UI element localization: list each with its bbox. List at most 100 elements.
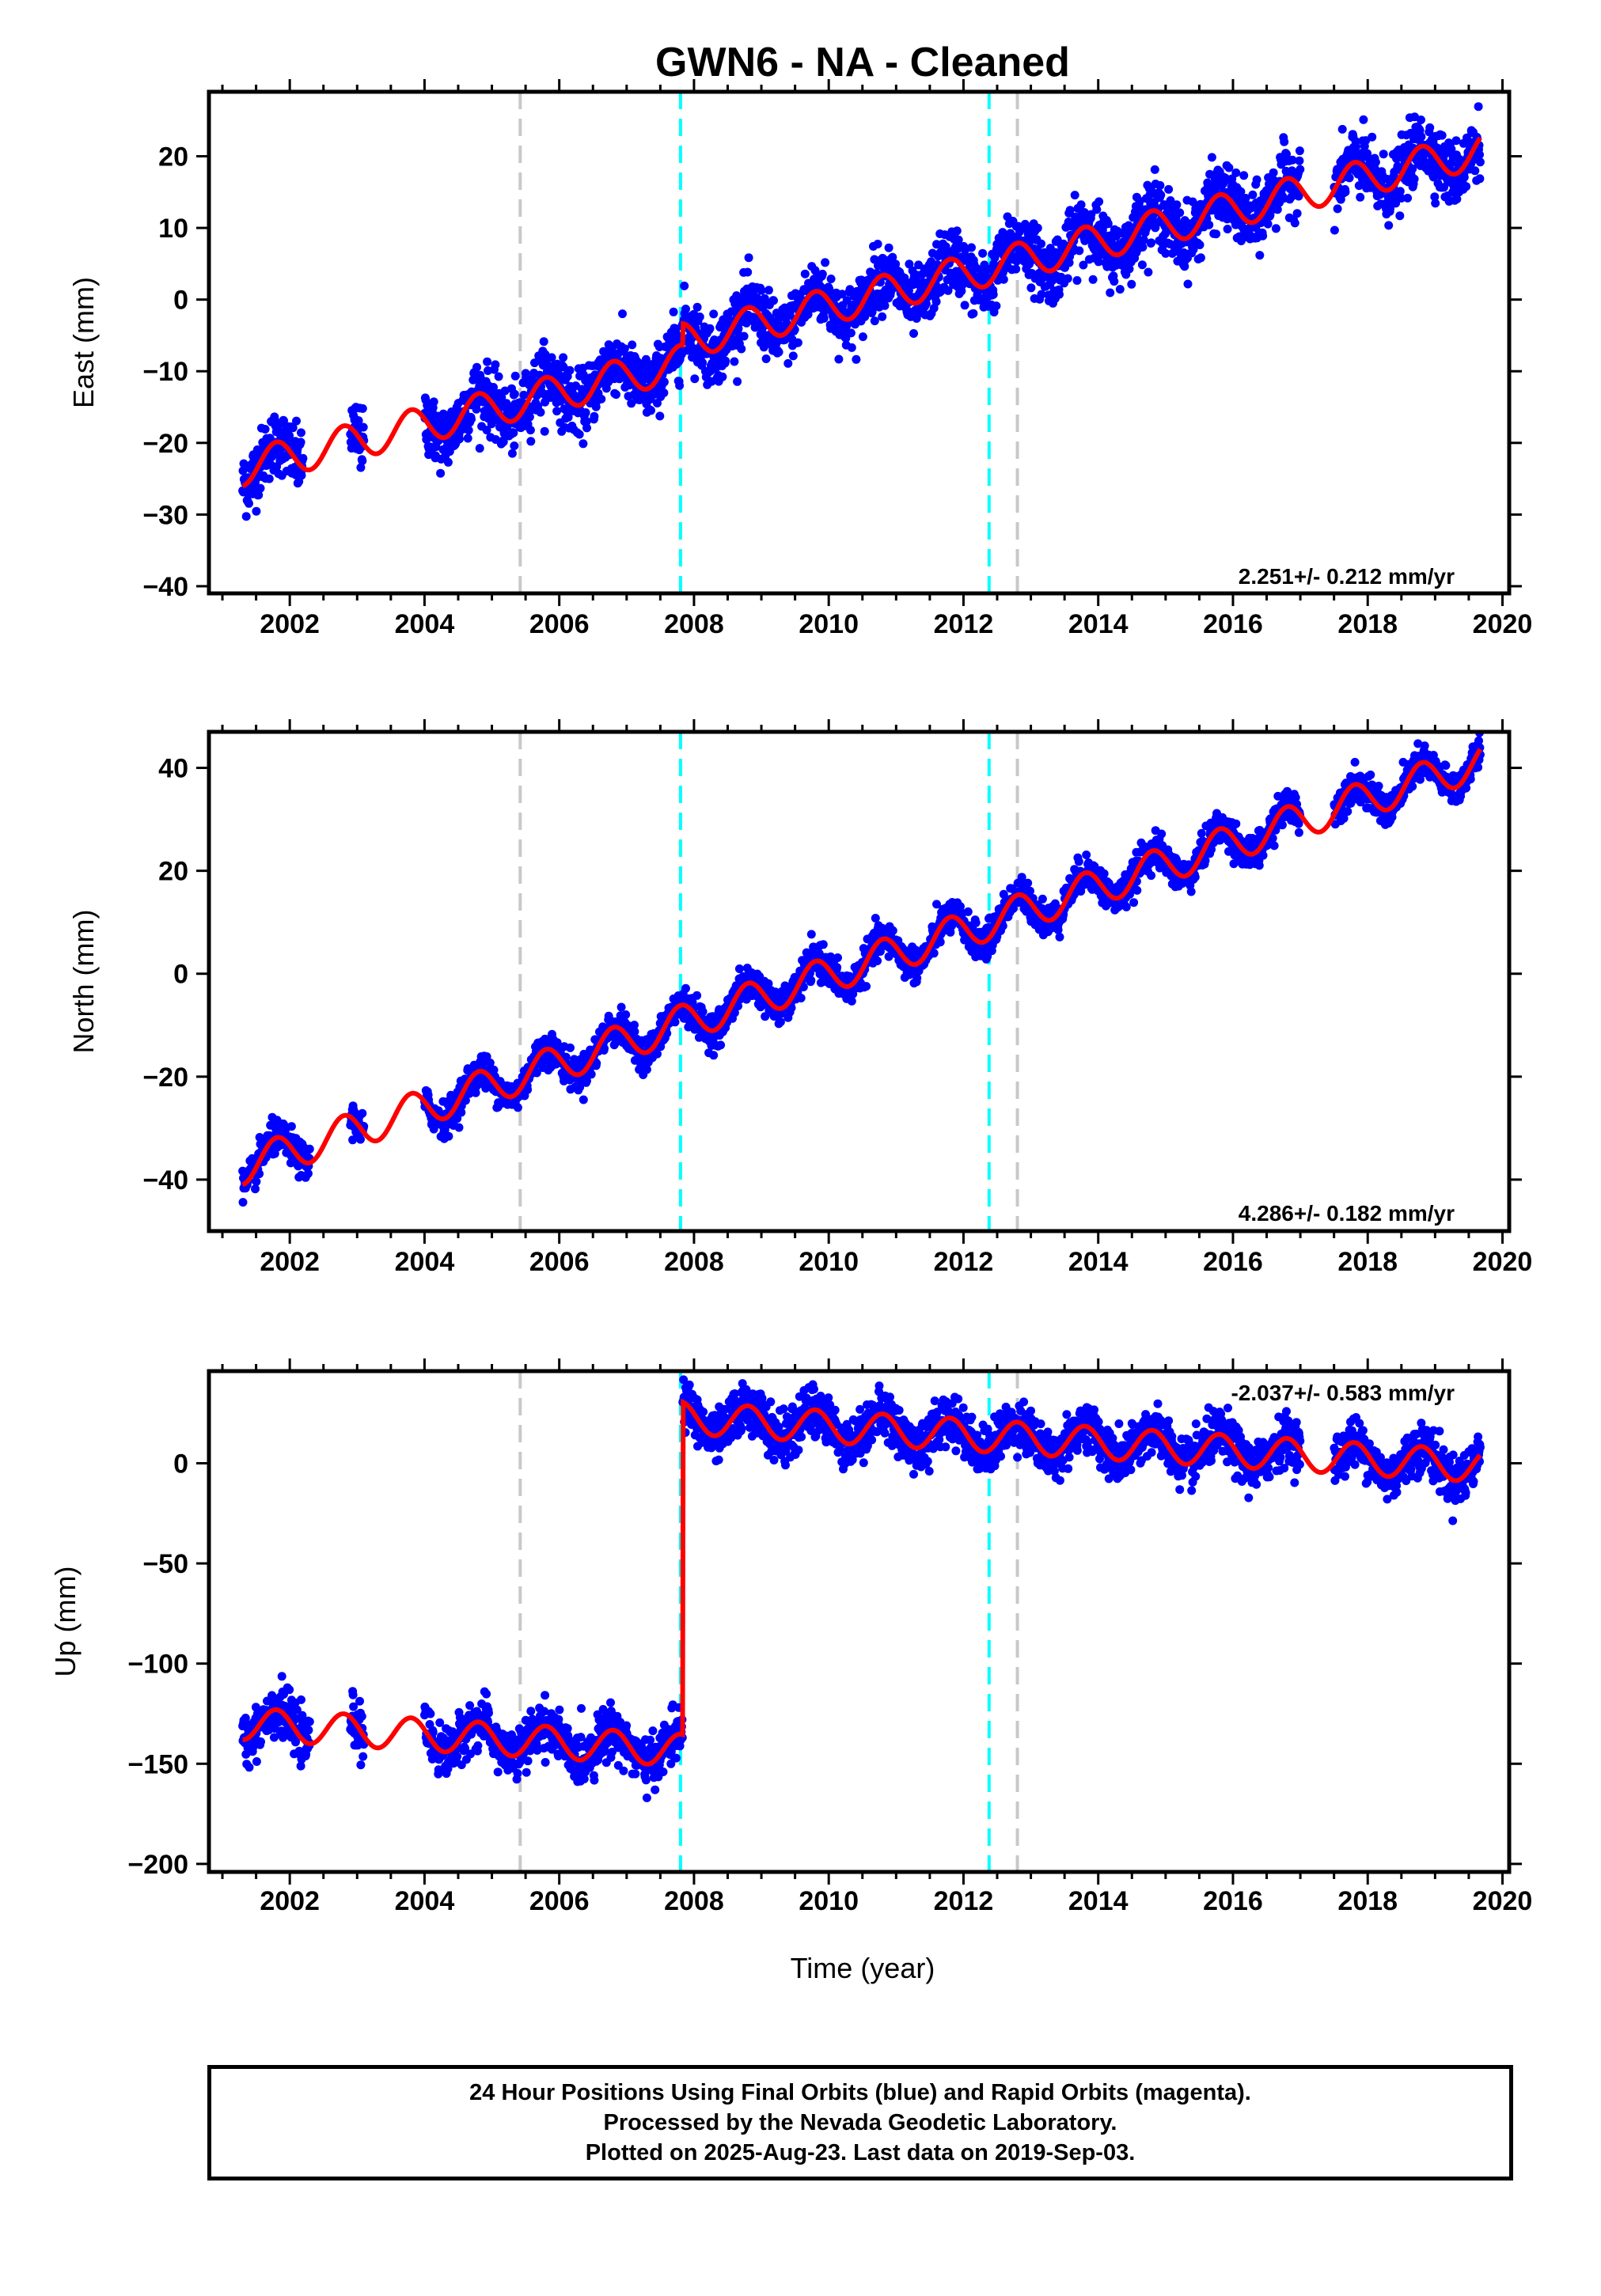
data-point <box>630 1021 639 1030</box>
data-point <box>904 286 913 295</box>
data-point <box>464 426 473 435</box>
data-point <box>963 907 973 916</box>
data-point <box>552 407 562 416</box>
data-point <box>761 354 771 363</box>
data-point <box>846 328 856 338</box>
x-tick-label: 2012 <box>934 609 994 639</box>
data-point <box>285 431 294 441</box>
data-point <box>847 996 856 1006</box>
data-point <box>455 434 464 444</box>
data-point <box>730 1008 739 1017</box>
data-point <box>582 417 591 426</box>
data-point <box>744 253 753 263</box>
data-point <box>1397 194 1406 203</box>
data-point <box>1333 204 1342 214</box>
data-point <box>787 1003 796 1013</box>
data-point <box>1248 190 1258 199</box>
data-point <box>500 386 510 396</box>
data-point <box>1223 225 1232 233</box>
data-point <box>788 351 798 361</box>
data-point <box>757 286 766 295</box>
x-tick-label: 2016 <box>1203 609 1263 639</box>
data-point <box>1361 136 1371 146</box>
data-point <box>566 1043 575 1052</box>
data-point <box>774 347 783 357</box>
data-point <box>769 296 778 305</box>
plot-frame <box>207 89 1512 596</box>
data-point <box>921 299 931 309</box>
data-point <box>695 313 704 321</box>
data-point <box>1241 194 1250 203</box>
data-point <box>1341 188 1350 197</box>
data-point <box>1379 150 1388 159</box>
data-point <box>1189 244 1198 254</box>
data-point <box>909 329 918 338</box>
data-point <box>796 994 806 1002</box>
data-point <box>1431 199 1440 208</box>
data-point <box>1430 192 1440 202</box>
data-point <box>616 1002 626 1012</box>
data-point <box>888 926 897 935</box>
data-point <box>776 1017 785 1027</box>
data-point <box>1017 873 1026 882</box>
data-point <box>1255 251 1265 260</box>
data-point <box>653 1049 662 1059</box>
y-tick-label: 20 <box>158 142 188 172</box>
data-point <box>1345 173 1354 183</box>
data-point <box>826 275 836 283</box>
data-point <box>670 1017 680 1027</box>
data-point <box>1088 275 1098 284</box>
data-point <box>1403 193 1413 203</box>
east-panel: 2002 2004 2006 2008 2010 2012 2014 2016 2018 2020… <box>67 79 1532 639</box>
data-point <box>734 324 743 333</box>
data-point <box>764 979 773 988</box>
data-point <box>967 243 976 252</box>
model-fit-line <box>241 136 1482 489</box>
data-point <box>1147 238 1156 248</box>
data-point <box>1055 290 1064 299</box>
data-point <box>454 1123 464 1132</box>
data-point <box>581 408 590 417</box>
data-point <box>878 312 887 321</box>
data-point <box>733 377 742 386</box>
data-point <box>734 964 744 973</box>
data-point <box>803 309 813 319</box>
data-point <box>1138 242 1148 252</box>
data-point <box>969 309 978 318</box>
data-point <box>354 416 363 426</box>
data-point <box>513 1103 522 1112</box>
data-point <box>705 324 715 333</box>
y-tick-label: −10 <box>142 357 188 387</box>
x-tick-label: 2020 <box>1473 609 1533 639</box>
data-point <box>1239 171 1249 180</box>
data-point <box>536 407 545 417</box>
data-point <box>1037 290 1046 299</box>
data-point <box>1127 279 1136 289</box>
data-point <box>698 1007 708 1017</box>
data-point <box>1356 192 1365 202</box>
data-point <box>575 1082 585 1092</box>
data-point <box>592 1059 601 1068</box>
data-point <box>245 498 253 508</box>
data-point <box>709 309 719 319</box>
data-point <box>834 354 844 364</box>
data-point <box>525 412 534 422</box>
data-point <box>483 357 492 366</box>
data-point <box>1079 260 1088 270</box>
data-point <box>1475 174 1485 184</box>
data-point <box>1137 260 1147 270</box>
data-point <box>680 281 689 290</box>
data-point <box>1106 288 1115 297</box>
data-point <box>429 397 438 407</box>
data-point <box>444 1131 453 1141</box>
data-point <box>563 412 573 422</box>
data-point <box>1368 132 1377 142</box>
data-point <box>358 404 367 413</box>
x-tick-label: 2006 <box>529 609 590 639</box>
data-point <box>561 1052 571 1062</box>
data-point <box>818 269 827 278</box>
data-point <box>1337 124 1347 134</box>
data-point <box>286 1122 296 1131</box>
data-point <box>1135 196 1144 206</box>
data-point <box>579 1095 588 1104</box>
